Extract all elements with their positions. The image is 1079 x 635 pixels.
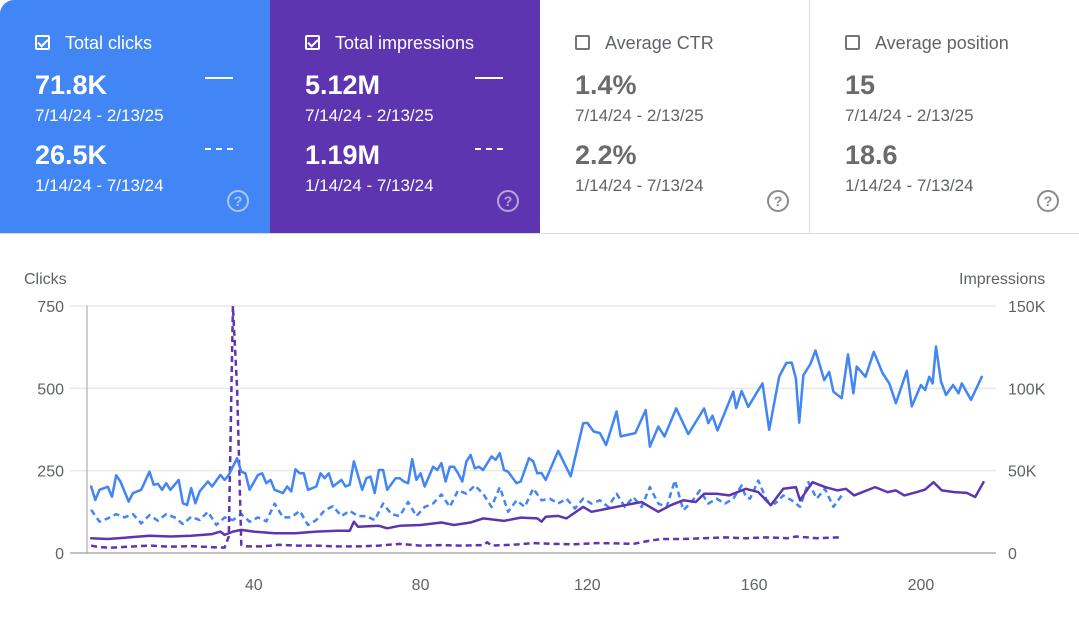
previous-range: 1/14/24 - 7/13/24 <box>845 176 974 195</box>
card-label: Total impressions <box>335 33 475 53</box>
total-impressions-card[interactable]: Total impressions 5.12M 7/14/24 - 2/13/2… <box>270 0 540 233</box>
left-axis-tick-label: 0 <box>55 546 64 563</box>
right-axis-tick-label: 50K <box>1008 464 1037 481</box>
card-label: Total clicks <box>65 33 153 53</box>
impressions-previous-series-line <box>90 304 843 549</box>
total-clicks-card[interactable]: Total clicks 71.8K 7/14/24 - 2/13/25 26.… <box>0 0 270 233</box>
left-axis-title: Clicks <box>24 271 67 288</box>
average-position-card[interactable]: Average position 15 7/14/24 - 2/13/25 18… <box>810 0 1079 233</box>
right-axis-tick-label: 0 <box>1008 546 1017 563</box>
previous-value: 2.2% <box>575 140 637 170</box>
left-axis-tick-label: 250 <box>37 464 64 481</box>
line-chart[interactable]: 0 0 250 50K 500 100K 750 150K 40 80 120 160 200 <box>0 234 1079 630</box>
help-icon[interactable]: ? <box>767 190 789 212</box>
previous-range: 1/14/24 - 7/13/24 <box>35 176 164 195</box>
performance-chart: Clicks Impressions 0 0 250 50K 500 100K 750 150… <box>0 234 1079 630</box>
help-icon[interactable]: ? <box>497 190 519 212</box>
x-axis-tick-label: 80 <box>412 577 430 594</box>
metric-cards: Total clicks 71.8K 7/14/24 - 2/13/25 26.… <box>0 0 1079 234</box>
solid-line-legend-icon <box>475 77 503 79</box>
x-axis-tick-label: 120 <box>574 577 601 594</box>
current-range: 7/14/24 - 2/13/25 <box>35 106 164 125</box>
x-axis-tick-label: 40 <box>245 577 263 594</box>
left-axis-tick-label: 750 <box>37 299 64 316</box>
current-range: 7/14/24 - 2/13/25 <box>845 106 974 125</box>
previous-value: 26.5K <box>35 140 108 170</box>
card-label: Average CTR <box>605 33 714 53</box>
previous-value: 1.19M <box>305 140 381 170</box>
previous-value: 18.6 <box>845 140 898 170</box>
current-value: 1.4% <box>575 70 637 100</box>
right-axis-tick-label: 150K <box>1008 299 1046 316</box>
right-axis-title: Impressions <box>959 271 1046 288</box>
previous-range: 1/14/24 - 7/13/24 <box>305 176 434 195</box>
help-icon[interactable]: ? <box>1037 190 1059 212</box>
checkbox-unchecked-icon[interactable] <box>845 35 860 50</box>
card-label: Average position <box>875 33 1009 53</box>
solid-line-legend-icon <box>205 77 233 79</box>
previous-range: 1/14/24 - 7/13/24 <box>575 176 704 195</box>
checkbox-checked-icon[interactable] <box>305 35 320 50</box>
x-axis-tick-label: 160 <box>741 577 768 594</box>
current-range: 7/14/24 - 2/13/25 <box>575 106 704 125</box>
current-range: 7/14/24 - 2/13/25 <box>305 106 434 125</box>
current-value: 15 <box>845 70 876 100</box>
x-axis-tick-label: 200 <box>908 577 935 594</box>
checkbox-unchecked-icon[interactable] <box>575 35 590 50</box>
dashed-line-legend-icon <box>205 148 233 150</box>
clicks-current-series-line <box>89 345 984 507</box>
current-value: 71.8K <box>35 70 108 100</box>
impressions-current-series-line <box>89 480 985 541</box>
dashed-line-legend-icon <box>475 148 503 150</box>
help-icon[interactable]: ? <box>227 190 249 212</box>
checkbox-checked-icon[interactable] <box>35 35 50 50</box>
left-axis-tick-label: 500 <box>37 381 64 398</box>
clicks-previous-series-line <box>90 479 843 527</box>
right-axis-tick-label: 100K <box>1008 381 1046 398</box>
average-ctr-card[interactable]: Average CTR 1.4% 7/14/24 - 2/13/25 2.2% … <box>540 0 810 233</box>
current-value: 5.12M <box>305 70 381 100</box>
